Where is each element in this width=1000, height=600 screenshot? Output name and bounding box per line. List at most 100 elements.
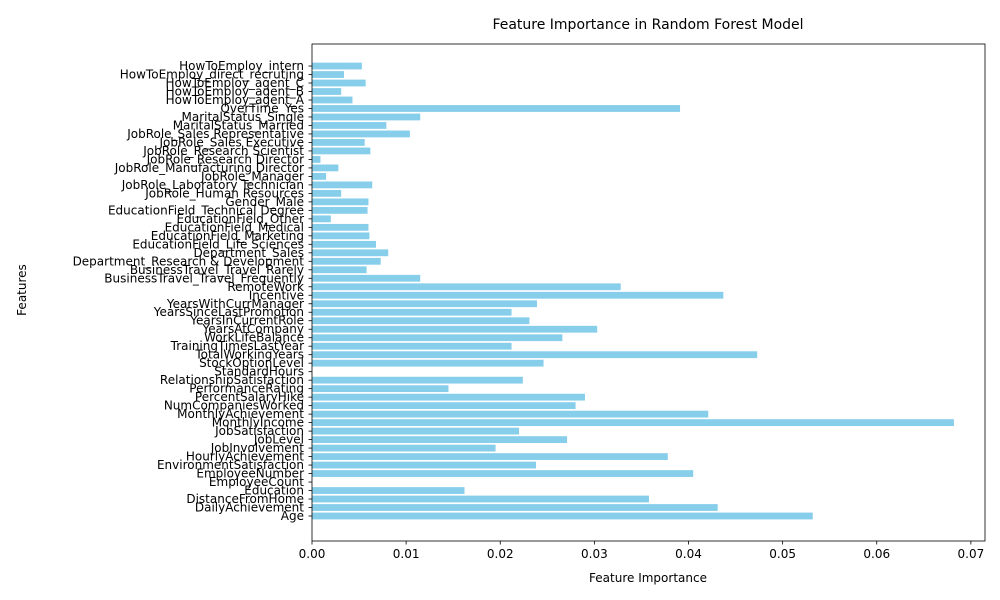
bar [312, 283, 621, 291]
y-tick-label: YearsInCurrentRole [189, 314, 304, 328]
bar [312, 173, 327, 180]
bars-group [312, 62, 954, 520]
bar [312, 181, 373, 189]
bar [312, 156, 321, 163]
y-tick-label: NumCompaniesWorked [164, 399, 304, 413]
bar [312, 164, 339, 172]
bar [312, 266, 367, 274]
y-tick-label: Department_Research & Development [73, 254, 305, 268]
y-tick-label: YearsAtCompany [202, 322, 304, 336]
bar [312, 274, 421, 282]
y-tick-label: JobRole_Manager [200, 169, 304, 183]
bar [312, 223, 369, 231]
bar [312, 385, 449, 393]
y-tick-label: JobRole_Research Scientist [142, 144, 304, 158]
y-tick-label: HourlyAchievement [186, 450, 304, 464]
bar [312, 444, 496, 452]
bar [312, 393, 585, 401]
y-tick-label: YearsSinceLastPromotion [153, 305, 304, 319]
bar [312, 470, 694, 477]
y-tick-label: PercentSalaryHike [195, 390, 304, 404]
bar [312, 206, 368, 214]
bar [312, 461, 537, 469]
y-tick-label: JobRole_Sales Representative [126, 127, 304, 141]
y-tick-label: TrainingTimesLastYear [170, 339, 304, 353]
y-tick-label: MaritalStatus_Married [173, 118, 304, 132]
y-tick-label: MonthlyAchievement [177, 407, 304, 421]
bar [312, 232, 370, 240]
y-tick-label: EducationField_Other [176, 212, 304, 226]
bar [312, 419, 954, 427]
y-axis-title: Features [15, 264, 29, 316]
axes-border [311, 43, 986, 542]
bar [312, 342, 512, 350]
y-tick-label: WorkLifeBalance [204, 331, 304, 345]
y-tick-label: EducationField_Marketing [151, 229, 304, 243]
bar [312, 189, 342, 197]
y-tick-label: StockOptionLevel [199, 356, 304, 370]
x-axis-title: Feature Importance [589, 571, 707, 585]
bar [312, 139, 365, 146]
y-tick-label: MaritalStatus_Single [182, 110, 305, 124]
y-tick-label: RemoteWork [227, 280, 304, 294]
x-tick-label: 0.03 [581, 547, 608, 561]
bar [312, 402, 576, 410]
y-tick-label: HowToEmploy_agent_A [166, 93, 305, 107]
y-tick-label: EducationField_Life Sciences [132, 237, 304, 251]
bar [312, 376, 523, 384]
bar [312, 300, 537, 308]
bar [312, 495, 649, 503]
bar [312, 308, 512, 316]
chart-title: Feature Importance in Random Forest Mode… [492, 17, 803, 33]
y-tick-label: TotalWorkingYears [194, 348, 304, 362]
y-tick-label: EducationField_Technical Degree [108, 203, 304, 217]
x-tick-label: 0.00 [299, 547, 326, 561]
bar [312, 291, 724, 299]
bar [312, 147, 371, 155]
y-tick-label: MonthlyIncome [212, 416, 304, 430]
y-tick-label: HowToEmploy_agent_C [165, 76, 304, 90]
y-tick-label: Department_Sales [193, 246, 304, 260]
y-tick-label: OverTime_Yes [220, 101, 304, 115]
bar [312, 487, 465, 494]
x-tick-label: 0.06 [863, 547, 890, 561]
y-tick-label: EmployeeNumber [196, 467, 304, 481]
y-tick-label: EmployeeCount [209, 475, 304, 489]
bar [312, 512, 813, 520]
bar [312, 427, 520, 435]
y-tick-label: Gender_Male [225, 195, 304, 209]
bar [312, 198, 369, 206]
plot-frame [311, 43, 986, 542]
y-tick-label: JobRole_Manufacturing Director [114, 161, 304, 175]
y-tick-label: JobLevel [253, 433, 304, 447]
bar [312, 317, 530, 325]
y-tick-label: JobRole_Sales Executive [158, 135, 304, 149]
bar [312, 436, 568, 443]
y-tick-label: BusinessTravel_Travel_Frequently [104, 271, 304, 285]
bar [312, 88, 342, 95]
y-tick-label: EnvironmentSatisfaction [157, 458, 304, 472]
bar [312, 325, 598, 333]
y-tick-label: HowToEmploy_agent_B [166, 85, 304, 99]
bar [312, 334, 563, 342]
y-tick-label: YearsWithCurrManager [166, 297, 304, 311]
x-tick-label: 0.04 [675, 547, 702, 561]
y-tick-label: JobRole_Human Resources [144, 186, 304, 200]
y-tick-label: JobRole_Laboratory Technician [121, 178, 304, 192]
x-tick-label: 0.07 [958, 547, 985, 561]
x-tick-label: 0.01 [393, 547, 420, 561]
x-tick-label: 0.05 [769, 547, 796, 561]
bar [312, 215, 331, 223]
bar [312, 351, 758, 359]
y-tick-label: EducationField_Medical [165, 220, 304, 234]
y-tick-label: HowToEmploy_direct_recruting [120, 68, 304, 82]
y-tick-label: JobInvolvement [210, 441, 305, 455]
bar [312, 249, 389, 257]
bar [312, 453, 668, 460]
y-tick-label: StandardHours [214, 365, 304, 379]
y-tick-label: Education [244, 484, 304, 498]
x-ticks: 0.00 0.01 0.02 0.03 0.04 0.05 0.06 0.07 [299, 541, 985, 561]
bar [312, 79, 366, 87]
bar [312, 96, 353, 104]
